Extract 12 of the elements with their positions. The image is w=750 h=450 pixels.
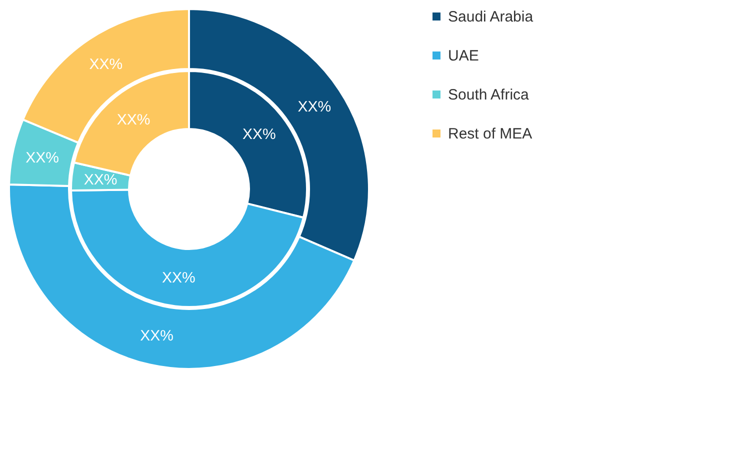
- data-label: XX%: [140, 327, 174, 344]
- legend-label: Rest of MEA: [448, 126, 532, 142]
- data-label: XX%: [116, 111, 150, 128]
- data-label: XX%: [89, 56, 123, 74]
- legend-label: Saudi Arabia: [448, 8, 534, 26]
- data-label: XX%: [298, 98, 332, 116]
- data-label: XX%: [242, 126, 276, 144]
- data-label: XX%: [162, 269, 196, 286]
- data-label: XX%: [84, 172, 118, 189]
- legend-label: South Africa: [448, 86, 530, 104]
- legend-label: UAE: [448, 48, 479, 64]
- data-label: XX%: [26, 150, 59, 167]
